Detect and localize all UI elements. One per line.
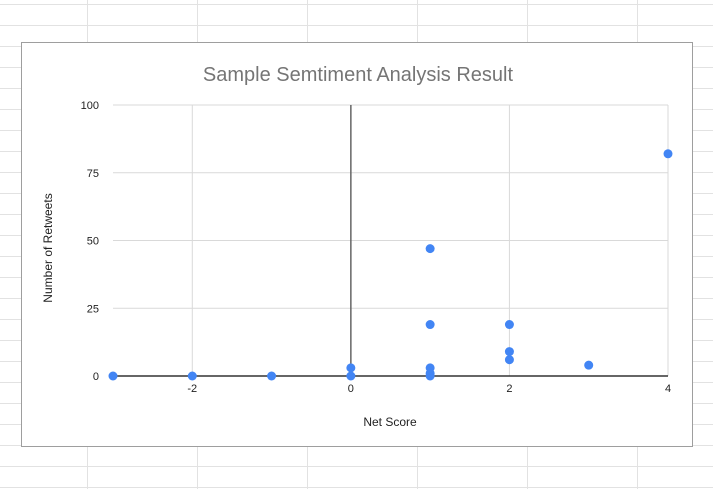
x-tick-label: 4 [665,383,671,395]
x-tick-label: 2 [506,383,512,395]
data-point [504,347,514,357]
axes [113,105,668,377]
data-point [425,244,435,254]
chart-card[interactable]: 0 25 50 75 100 -2 0 2 4 Sample Semtiment Analysi… [21,42,693,447]
data-point [267,371,277,381]
y-tick-label: 0 [93,371,99,383]
data-point [425,320,435,330]
data-point [346,371,356,381]
x-axis-title: Net Score [363,415,417,429]
y-tick-label: 50 [87,236,99,248]
data-point [187,371,197,381]
data-points [108,149,673,381]
tick-labels: 0 25 50 75 100 -2 0 2 4 [81,100,671,395]
x-tick-label: -2 [187,383,197,395]
gridlines [113,104,669,376]
x-tick-label: 0 [348,383,354,395]
y-tick-label: 100 [81,100,99,112]
data-point [504,320,514,330]
data-point [425,371,435,381]
data-point [663,149,673,159]
data-point [504,355,514,365]
scatter-chart: 0 25 50 75 100 -2 0 2 4 Sample Semtiment Analysi… [41,64,673,429]
y-tick-label: 75 [87,168,99,180]
data-point [584,360,594,370]
data-point [108,371,118,381]
y-axis-title: Number of Retweets [41,193,55,302]
chart-title: Sample Semtiment Analysis Result [203,64,514,86]
y-tick-label: 25 [87,303,99,315]
data-point [346,363,356,373]
